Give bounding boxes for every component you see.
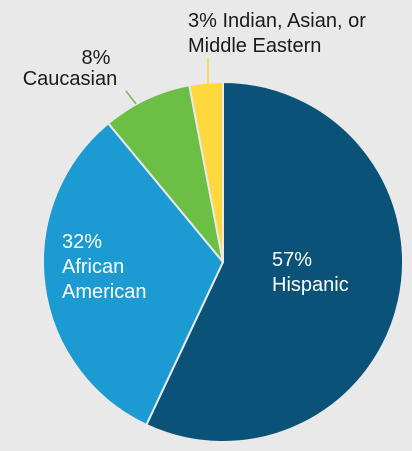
slice-label-african-american-line1: African xyxy=(62,256,124,278)
slice-label-hispanic-percent: 57% xyxy=(272,249,312,271)
leader-line-caucasian xyxy=(125,90,137,105)
slice-label-caucasian-name: Caucasian xyxy=(23,68,118,90)
slice-label-african-american-line2: American xyxy=(62,281,146,303)
slice-label-hispanic-name: Hispanic xyxy=(272,274,349,296)
pie-slice-indian-asian-middle-eastern xyxy=(188,80,224,263)
slice-label-other-line2: Middle Eastern xyxy=(188,35,321,57)
slice-label-other-line1: 3% Indian, Asian, or xyxy=(188,10,366,32)
pie-slice-hispanic xyxy=(145,80,404,443)
pie-slice-african-american xyxy=(42,121,225,427)
slice-label-caucasian-percent: 8% xyxy=(82,47,111,69)
pie-slices xyxy=(42,80,404,443)
slice-label-african-american-percent: 32% xyxy=(62,231,102,253)
pie-slice-caucasian xyxy=(106,84,224,263)
label-leader-lines xyxy=(125,58,209,105)
